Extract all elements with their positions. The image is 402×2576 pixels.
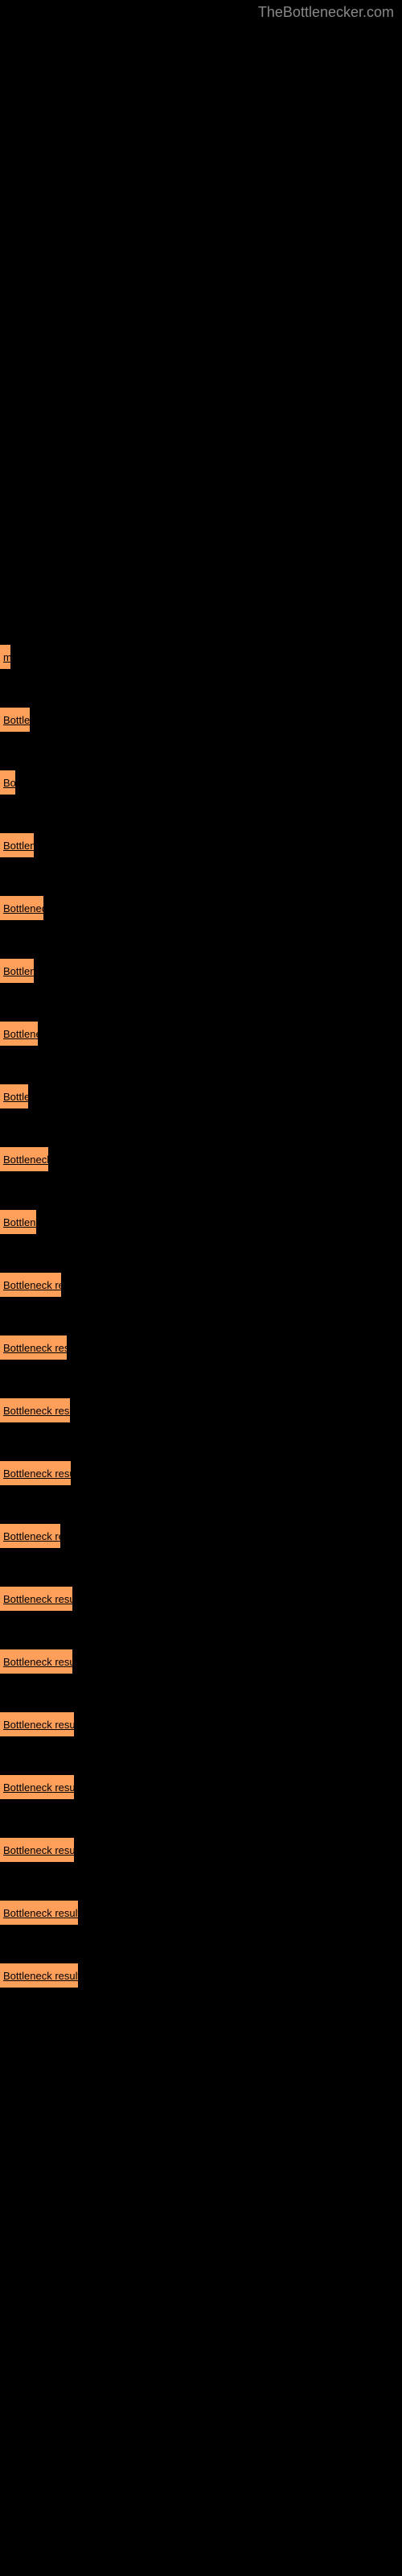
bottleneck-result-link[interactable]: Bottleneck result [0, 1963, 78, 1988]
link-row: Bottleneck result [0, 1649, 402, 1674]
link-row: m [0, 645, 402, 669]
bottleneck-result-link[interactable]: Bottlene [0, 833, 34, 857]
link-row: Bottleneck result [0, 1775, 402, 1799]
link-row: Bottlener [0, 1210, 402, 1234]
bottleneck-result-link[interactable]: Bottleneck r [0, 1147, 48, 1171]
link-section: m Bottler Bo Bottlene Bottleneck Bottlene Bott… [0, 645, 402, 1988]
watermark-text: TheBottlenecker.com [0, 0, 402, 25]
bottleneck-result-link[interactable]: Bottleneck result [0, 1649, 72, 1674]
link-row: Bottleneck result [0, 1398, 402, 1422]
link-row: Bottle [0, 1084, 402, 1108]
bottleneck-result-link[interactable]: Bo [0, 770, 15, 795]
link-row: Bottleneck result [0, 1587, 402, 1611]
bottleneck-result-link[interactable]: Bottleneck result [0, 1587, 72, 1611]
bottleneck-result-link[interactable]: Bottleneck res [0, 1524, 60, 1548]
bottleneck-result-link[interactable]: Bottleneck result [0, 1335, 67, 1360]
link-row: Bottleneck result [0, 1461, 402, 1485]
link-row: Bottler [0, 708, 402, 732]
link-row: Bottlene [0, 833, 402, 857]
link-row: Bottleneck [0, 1022, 402, 1046]
bottleneck-result-link[interactable]: Bottlener [0, 1210, 36, 1234]
link-row: Bottleneck [0, 896, 402, 920]
bottleneck-result-link[interactable]: m [0, 645, 10, 669]
link-row: Bottleneck result [0, 1838, 402, 1862]
bottleneck-result-link[interactable]: Bottlene [0, 959, 34, 983]
link-row: Bottleneck resu [0, 1273, 402, 1297]
bottleneck-result-link[interactable]: Bottleneck result [0, 1838, 74, 1862]
bottleneck-result-link[interactable]: Bottleneck [0, 1022, 38, 1046]
link-row: Bottleneck res [0, 1524, 402, 1548]
link-row: Bottleneck result [0, 1963, 402, 1988]
link-row: Bottleneck result [0, 1335, 402, 1360]
link-row: Bottleneck result [0, 1712, 402, 1736]
bottleneck-result-link[interactable]: Bottleneck result [0, 1775, 74, 1799]
bottleneck-result-link[interactable]: Bottleneck result [0, 1712, 74, 1736]
link-row: Bottlene [0, 959, 402, 983]
bottleneck-result-link[interactable]: Bottleneck [0, 896, 43, 920]
link-row: Bo [0, 770, 402, 795]
bottleneck-result-link[interactable]: Bottler [0, 708, 30, 732]
bottleneck-result-link[interactable]: Bottleneck resu [0, 1273, 61, 1297]
bottleneck-result-link[interactable]: Bottleneck result [0, 1398, 70, 1422]
link-row: Bottleneck r [0, 1147, 402, 1171]
spacer [0, 25, 402, 645]
link-row: Bottleneck result [0, 1901, 402, 1925]
bottleneck-result-link[interactable]: Bottleneck result [0, 1461, 71, 1485]
bottleneck-result-link[interactable]: Bottle [0, 1084, 28, 1108]
bottleneck-result-link[interactable]: Bottleneck result [0, 1901, 78, 1925]
